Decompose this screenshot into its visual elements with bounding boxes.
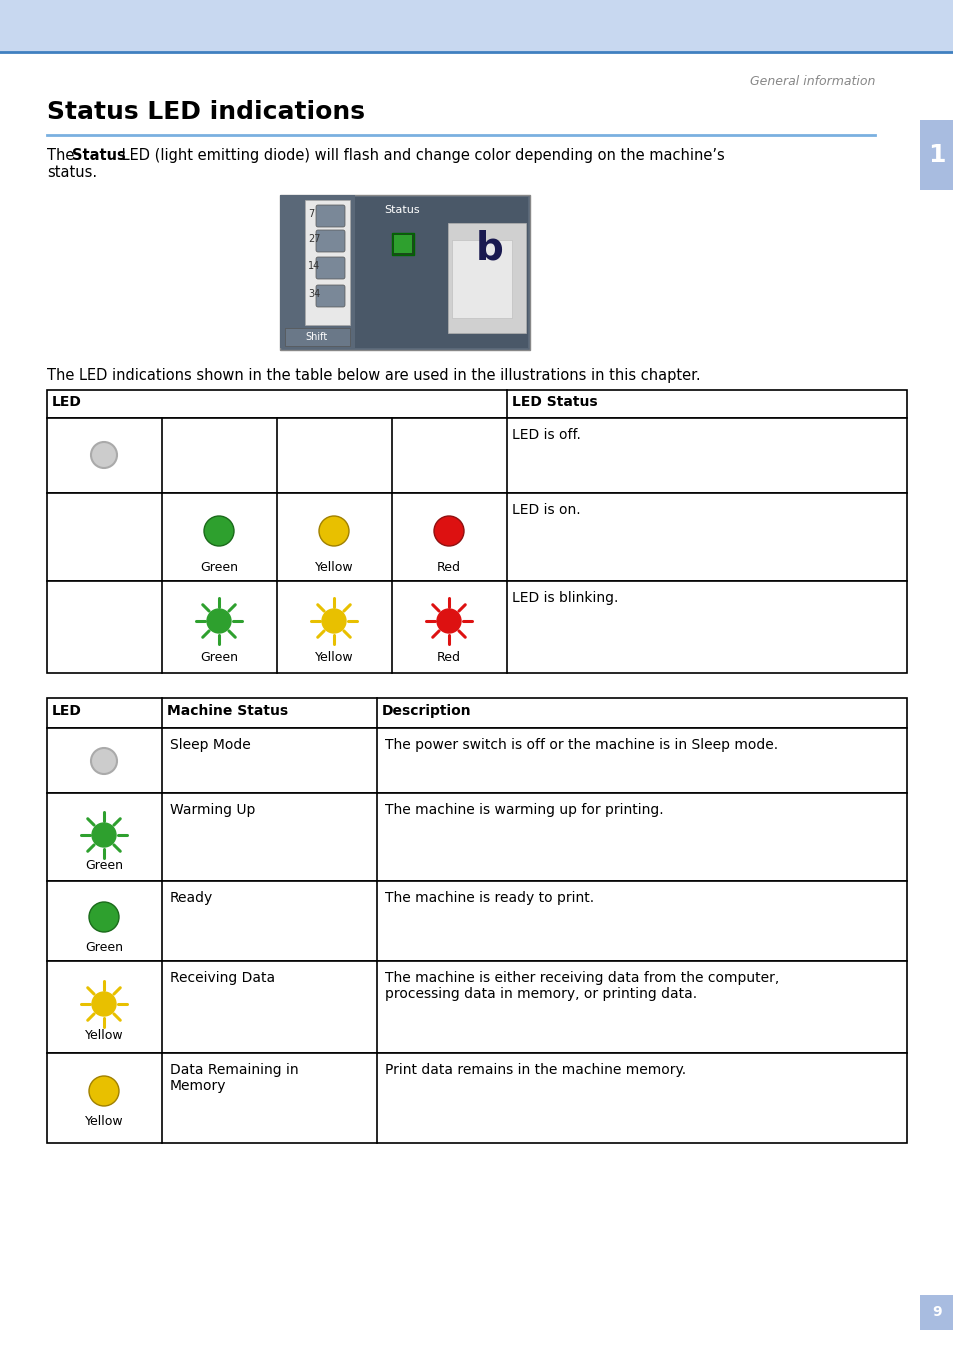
Circle shape xyxy=(91,824,116,847)
Text: Ready: Ready xyxy=(170,891,213,905)
Text: LED is blinking.: LED is blinking. xyxy=(512,590,618,605)
Bar xyxy=(47,1053,906,1143)
Circle shape xyxy=(91,442,117,468)
Circle shape xyxy=(322,609,346,634)
Text: Print data remains in the machine memory.: Print data remains in the machine memory… xyxy=(385,1064,685,1077)
Text: The machine is ready to print.: The machine is ready to print. xyxy=(385,891,594,905)
Text: LED (light emitting diode) will flash and change color depending on the machine’: LED (light emitting diode) will flash an… xyxy=(117,148,724,163)
Text: 7: 7 xyxy=(308,209,314,218)
Text: Status LED indications: Status LED indications xyxy=(47,100,365,124)
Text: Machine Status: Machine Status xyxy=(167,704,288,718)
Text: Red: Red xyxy=(436,651,460,665)
Text: Green: Green xyxy=(200,561,237,574)
Bar xyxy=(47,493,906,581)
Circle shape xyxy=(91,992,116,1016)
Bar xyxy=(305,200,350,325)
Text: Red: Red xyxy=(436,561,460,574)
Text: Yellow: Yellow xyxy=(85,1029,123,1042)
Text: The: The xyxy=(47,148,79,163)
Text: Status: Status xyxy=(384,205,419,214)
Text: LED Status: LED Status xyxy=(512,395,597,408)
Bar xyxy=(280,195,530,350)
Bar xyxy=(47,581,906,673)
Text: status.: status. xyxy=(47,164,97,181)
FancyBboxPatch shape xyxy=(315,257,345,279)
Bar xyxy=(47,961,906,1053)
Circle shape xyxy=(89,1076,119,1105)
Bar xyxy=(47,882,906,961)
Bar xyxy=(392,233,414,255)
Text: Yellow: Yellow xyxy=(85,1115,123,1128)
Text: Green: Green xyxy=(85,859,123,872)
Text: The LED indications shown in the table below are used in the illustrations in th: The LED indications shown in the table b… xyxy=(47,368,700,383)
Bar xyxy=(919,1295,953,1330)
Circle shape xyxy=(318,516,349,546)
Circle shape xyxy=(207,609,231,634)
Bar xyxy=(47,418,906,493)
Text: General information: General information xyxy=(749,75,874,88)
Bar xyxy=(448,222,525,333)
Text: Status: Status xyxy=(71,148,126,163)
Bar xyxy=(47,728,906,793)
FancyBboxPatch shape xyxy=(315,231,345,252)
Text: LED: LED xyxy=(52,395,82,408)
Bar xyxy=(452,240,512,318)
Text: LED: LED xyxy=(52,704,82,718)
Bar xyxy=(919,120,953,190)
Text: Shift: Shift xyxy=(306,332,328,342)
Text: Receiving Data: Receiving Data xyxy=(170,971,274,985)
Text: The machine is warming up for printing.: The machine is warming up for printing. xyxy=(385,803,663,817)
Text: Green: Green xyxy=(85,941,123,954)
Bar xyxy=(280,195,355,348)
Text: The machine is either receiving data from the computer,: The machine is either receiving data fro… xyxy=(385,971,779,985)
Bar xyxy=(47,390,906,418)
Circle shape xyxy=(204,516,233,546)
Text: LED is off.: LED is off. xyxy=(512,429,580,442)
FancyBboxPatch shape xyxy=(315,205,345,226)
Text: 14: 14 xyxy=(308,262,320,271)
Bar xyxy=(282,197,527,348)
Text: 9: 9 xyxy=(931,1305,941,1318)
Text: 1: 1 xyxy=(927,143,944,167)
Circle shape xyxy=(89,902,119,931)
Circle shape xyxy=(436,609,460,634)
Bar xyxy=(285,328,350,346)
Text: Yellow: Yellow xyxy=(314,561,353,574)
Text: processing data in memory, or printing data.: processing data in memory, or printing d… xyxy=(385,987,697,1002)
Text: 27: 27 xyxy=(308,235,320,244)
Text: LED is on.: LED is on. xyxy=(512,503,580,518)
Text: Sleep Mode: Sleep Mode xyxy=(170,737,251,752)
Circle shape xyxy=(91,748,117,774)
Circle shape xyxy=(434,516,463,546)
Text: b: b xyxy=(476,231,503,268)
Bar xyxy=(394,235,412,253)
Text: Data Remaining in: Data Remaining in xyxy=(170,1064,298,1077)
Bar xyxy=(47,698,906,728)
Text: Green: Green xyxy=(200,651,237,665)
Text: The power switch is off or the machine is in Sleep mode.: The power switch is off or the machine i… xyxy=(385,737,778,752)
Text: Memory: Memory xyxy=(170,1078,226,1093)
Text: Warming Up: Warming Up xyxy=(170,803,255,817)
Bar xyxy=(0,0,953,53)
Text: Yellow: Yellow xyxy=(314,651,353,665)
Bar xyxy=(47,793,906,882)
Text: Description: Description xyxy=(381,704,471,718)
Bar xyxy=(359,200,444,231)
Text: 34: 34 xyxy=(308,288,320,299)
FancyBboxPatch shape xyxy=(315,284,345,307)
